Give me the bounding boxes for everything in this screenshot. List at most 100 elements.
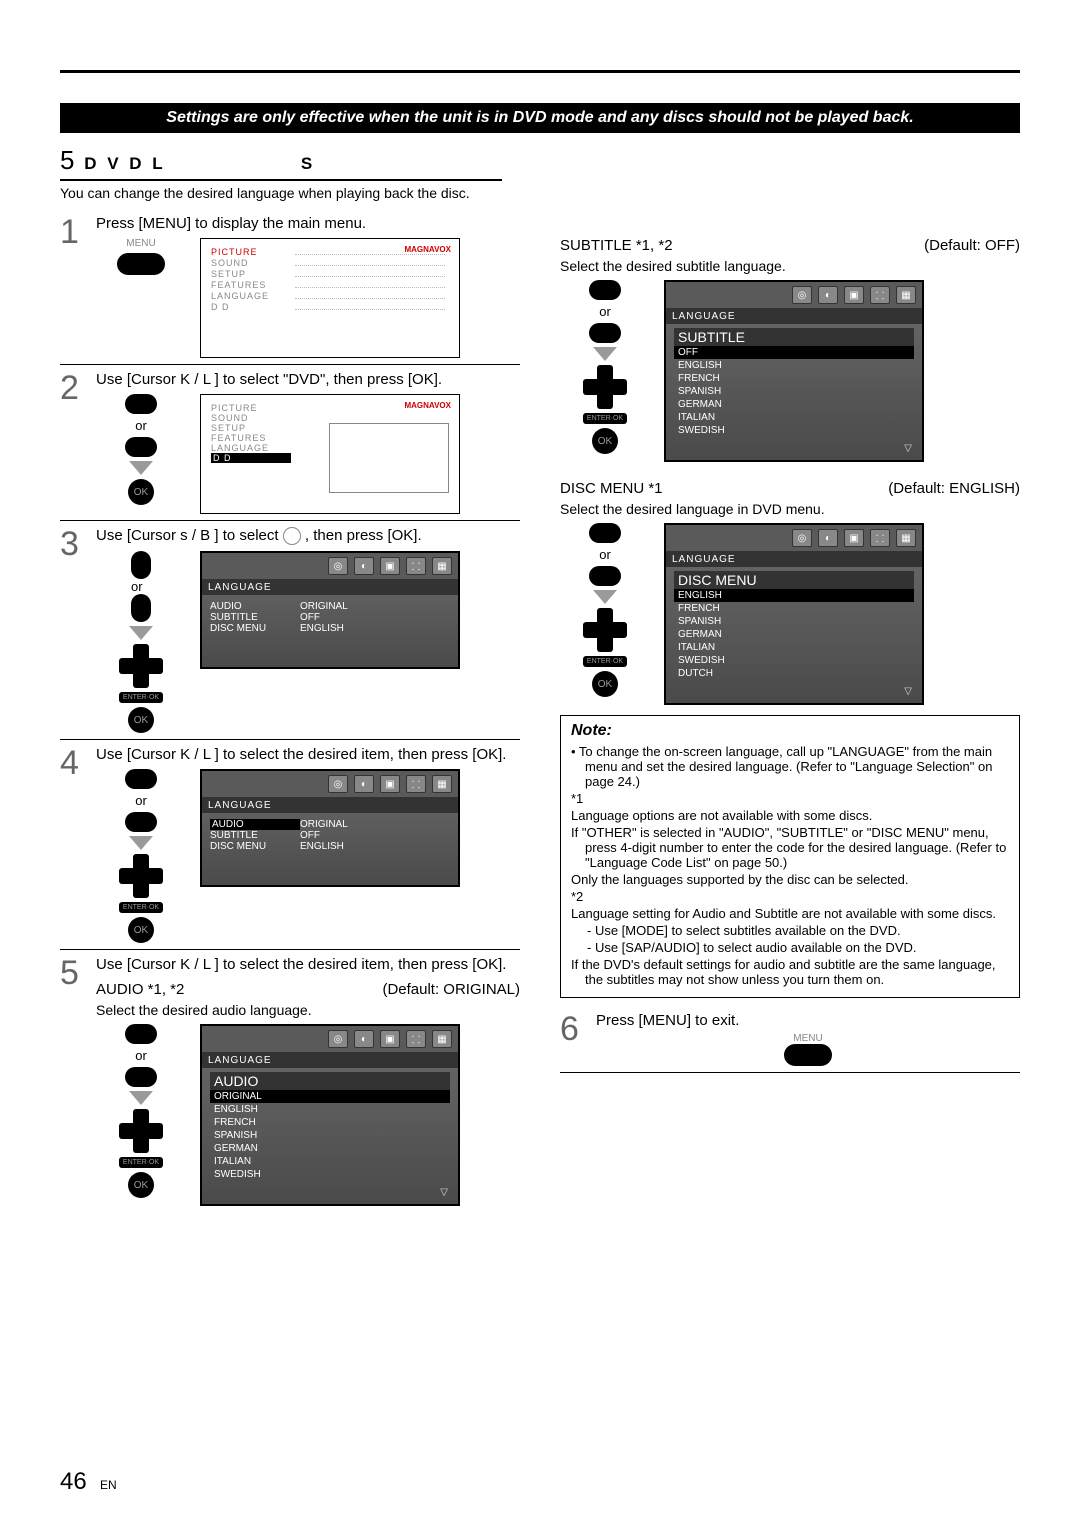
menu-label: MENU [126,238,155,249]
osd-list-item: GERMAN [674,628,914,641]
cursor-up-icon [125,1024,157,1044]
scroll-down-icon: ▽ [666,443,922,460]
step-number: 1 [60,215,86,358]
scroll-down-icon: ▽ [202,1187,458,1204]
page-lang: EN [100,1478,117,1492]
osd-icon: ⸬ [406,775,426,793]
osd-icon: ▦ [432,775,452,793]
ok-button-icon: OK [128,917,154,943]
audio-heading: AUDIO *1, *2 [96,981,184,998]
osd-language: ◎ ◐ ▣ ⸬ ▦ LANGUAGE AUDIOORIGINAL SUBTITL… [200,551,460,669]
osd-icon: ▣ [380,557,400,575]
remote-lr-ok: or ENTER·OK OK [96,551,186,733]
cursor-left-icon [131,551,151,579]
section-title-left: D V D L [84,154,165,173]
arrow-down-icon [129,626,153,640]
osd-tab-icons: ◎ ◐ ▣ ⸬ ▦ [666,282,922,309]
step-text: Use [Cursor s / B ] to select , then pre… [96,527,520,545]
scroll-down-icon: ▽ [666,686,922,703]
remote-updown-dpad: or ENTER·OK OK [96,1024,186,1198]
cursor-up-icon [589,523,621,543]
osd-icon: ⸬ [870,286,890,304]
osd-row-label: SUBTITLE [210,612,300,623]
brand-label: MAGNAVOX [404,245,451,254]
note-line: Language options are not available with … [585,808,1009,823]
note-title: Note: [571,722,1009,740]
audio-subtext: Select the desired audio language. [96,1002,520,1018]
arrow-down-icon [593,347,617,361]
step-text: Use [Cursor K / L ] to select the desire… [96,956,520,973]
step-number: 4 [60,746,86,943]
dpad-icon [583,365,627,409]
osd-list-header: SUBTITLE [674,328,914,346]
osd-icon: ◎ [792,529,812,547]
osd-list-item: DUTCH [674,667,914,680]
osd-list-item-selected: ORIGINAL [210,1090,450,1103]
arrow-down-icon [129,1091,153,1105]
cursor-right-icon [131,594,151,622]
osd-list-item: SPANISH [674,615,914,628]
cursor-down-icon [125,812,157,832]
note-line: - Use [SAP/AUDIO] to select audio availa… [597,940,1009,955]
section-intro: You can change the desired language when… [60,185,540,201]
step-number: 2 [60,371,86,514]
osd-icon: ▣ [844,286,864,304]
remote-updown-dpad: or ENTER·OK OK [96,769,186,943]
osd-list-item-selected: ENGLISH [674,589,914,602]
osd-list-item-selected: OFF [674,346,914,359]
remote-updown-dpad: or ENTER·OK OK [560,523,650,697]
osd-title: LANGUAGE [666,309,922,324]
osd-row-value: OFF [300,612,320,623]
arrow-down-icon [129,836,153,850]
osd-icon: ▦ [432,1030,452,1048]
osd-row-label: DISC MENU [210,623,300,634]
cursor-up-icon [589,280,621,300]
tvmenu-item: FEATURES [211,280,291,291]
osd-row-value: ORIGINAL [300,819,348,830]
osd-icon: ⸬ [406,1030,426,1048]
section-title-right: S [301,154,315,173]
right-column: SUBTITLE *1, *2 (Default: OFF) Select th… [560,209,1020,1212]
globe-icon [283,527,301,545]
cursor-down-icon [589,323,621,343]
osd-icon: ▦ [896,286,916,304]
warning-banner: Settings are only effective when the uni… [60,103,1020,133]
dpad-icon [119,644,163,688]
step-5: 5 Use [Cursor K / L ] to select the desi… [60,950,520,1212]
or-label: or [135,793,147,808]
osd-icon: ◐ [818,286,838,304]
osd-list-item: ITALIAN [674,641,914,654]
discmenu-default: (Default: ENGLISH) [888,480,1020,497]
osd-list-item: SWEDISH [674,654,914,667]
step-number: 6 [560,1012,586,1066]
left-column: 1 Press [MENU] to display the main menu.… [60,209,520,1212]
cursor-down-icon [125,437,157,457]
arrow-down-icon [593,590,617,604]
step-number: 3 [60,527,86,733]
step-6: 6 Press [MENU] to exit. MENU [560,1006,1020,1073]
osd-icon: ▣ [380,775,400,793]
osd-list-item: ITALIAN [210,1155,450,1168]
osd-row-label: SUBTITLE [210,830,300,841]
or-label: or [599,304,611,319]
osd-title: LANGUAGE [202,580,458,595]
enter-ok-label: ENTER·OK [583,413,627,424]
menu-button-icon [117,253,165,275]
osd-list-header: AUDIO [210,1072,450,1090]
discmenu-heading: DISC MENU *1 [560,480,663,497]
note-line: *1 [585,791,1009,806]
osd-row-label: DISC MENU [210,841,300,852]
osd-icon: ▣ [380,1030,400,1048]
osd-list-item: GERMAN [674,398,914,411]
tv-menu-2: MAGNAVOX PICTURE SOUND SETUP FEATURES LA… [200,394,460,514]
osd-tab-icons: ◎ ◐ ▣ ⸬ ▦ [666,525,922,552]
cursor-down-icon [589,566,621,586]
osd-icon: ◐ [354,557,374,575]
cursor-down-icon [125,1067,157,1087]
cursor-up-icon [125,769,157,789]
osd-tab-icons: ◎ ◐ ▣ ⸬ ▦ [202,1026,458,1053]
enter-ok-label: ENTER·OK [119,902,163,913]
osd-row-value: OFF [300,830,320,841]
note-line: Language setting for Audio and Subtitle … [585,906,1009,921]
tvmenu-item: FEATURES [211,433,291,443]
